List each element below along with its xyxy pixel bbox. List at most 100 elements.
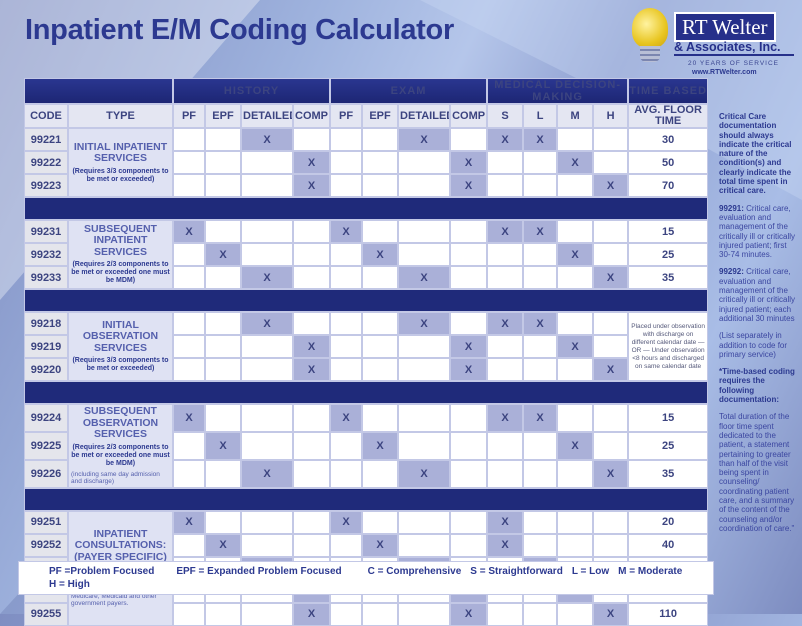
- empty-cell: [398, 404, 451, 432]
- legend-pf: PF =Problem Focused: [49, 566, 155, 577]
- empty-cell: [450, 533, 488, 557]
- empty-cell: [593, 151, 629, 174]
- x-mark-cell: X: [450, 358, 488, 381]
- header-history: HISTORY: [173, 78, 331, 104]
- company-logo: RT Welter & Associates, Inc. 20 YEARS OF…: [626, 6, 798, 76]
- table-row: 99220 X X X: [24, 358, 708, 381]
- empty-cell: [362, 128, 399, 151]
- x-mark-cell: X: [205, 243, 241, 266]
- empty-cell: [241, 358, 293, 381]
- type-requirement: (Requires 3/3 components to be met or ex…: [72, 167, 169, 183]
- empty-cell: [205, 459, 241, 488]
- time-based-text: Total duration of the floor time spent d…: [719, 412, 795, 533]
- empty-cell: [173, 533, 205, 557]
- empty-cell: [450, 431, 488, 460]
- column-header-detailed: DETAILED: [398, 104, 451, 128]
- header-blank: [24, 78, 173, 104]
- empty-cell: [593, 404, 629, 432]
- empty-cell: [398, 243, 451, 266]
- code-cell: 99220: [24, 358, 68, 381]
- type-title: INPATIENT CONSULTATIONS: (PAYER SPECIFIC…: [74, 527, 167, 563]
- x-mark-cell: X: [487, 128, 524, 151]
- code-cell: 99226: [24, 459, 68, 488]
- time-note-cell: Placed under observation with discharge …: [628, 312, 709, 381]
- empty-cell: [487, 174, 524, 197]
- empty-cell: [523, 243, 558, 266]
- x-mark-cell: X: [450, 602, 488, 626]
- logo-website: www.RTWelter.com: [692, 69, 757, 76]
- empty-cell: [241, 151, 293, 174]
- legend-m: M = Moderate: [618, 566, 683, 577]
- code-cell: 99251: [24, 510, 68, 534]
- separator-bar: [24, 381, 709, 404]
- table-row: 99218 INITIAL OBSERVATION SERVICES (Requir…: [24, 312, 709, 381]
- lightbulb-puzzle-icon: [632, 8, 668, 48]
- x-mark-cell: X: [523, 220, 558, 243]
- empty-cell: [293, 312, 331, 335]
- type-title: INITIAL INPATIENT SERVICES: [73, 140, 168, 164]
- empty-cell: [241, 404, 293, 432]
- x-mark-cell: X: [593, 459, 629, 488]
- x-mark-cell: X: [593, 174, 629, 197]
- x-mark-cell: X: [557, 151, 594, 174]
- empty-cell: [293, 533, 331, 557]
- empty-cell: [398, 174, 451, 197]
- avg-floor-time: 70: [628, 174, 709, 197]
- x-mark-cell: X: [450, 174, 488, 197]
- empty-cell: [330, 174, 363, 197]
- empty-cell: [593, 533, 629, 557]
- empty-cell: [241, 510, 293, 534]
- x-mark-cell: X: [557, 335, 594, 358]
- type-title: INITIAL OBSERVATION SERVICES: [82, 318, 159, 354]
- code-cell: 99219: [24, 335, 68, 358]
- empty-cell: [487, 459, 524, 488]
- column-header-row: CODE TYPE PF EPF DETAILED COMP PF EPF DETAILED CO…: [24, 104, 709, 128]
- empty-cell: [362, 404, 399, 432]
- critical-care-intro: Critical Care documentation should alway…: [719, 112, 792, 196]
- table-row: 99252 X X X 40: [24, 533, 709, 557]
- x-mark-cell: X: [173, 404, 205, 432]
- empty-cell: [398, 431, 451, 460]
- empty-cell: [241, 602, 293, 626]
- empty-cell: [557, 220, 594, 243]
- table-body: 99221 INITIAL INPATIENT SERVICES (Requires…: [24, 128, 709, 626]
- legend-epf: EPF = Expanded Problem Focused: [176, 566, 342, 577]
- empty-cell: [205, 151, 241, 174]
- code-cell: 99225: [24, 431, 68, 460]
- empty-cell: [241, 220, 293, 243]
- type-cell: INITIAL INPATIENT SERVICES (Requires 3/3 …: [68, 128, 173, 197]
- empty-cell: [205, 602, 241, 626]
- empty-cell: [557, 312, 594, 335]
- x-mark-cell: X: [593, 602, 629, 626]
- empty-cell: [173, 358, 205, 381]
- avg-floor-time: 30: [628, 128, 709, 151]
- empty-cell: [330, 151, 363, 174]
- table-row: 99226 X X X 35: [24, 459, 709, 488]
- logo-name: RT Welter: [674, 12, 776, 42]
- empty-cell: [398, 358, 451, 381]
- empty-cell: [362, 335, 399, 358]
- x-mark-cell: X: [487, 533, 524, 557]
- x-mark-cell: X: [362, 533, 399, 557]
- empty-cell: [557, 602, 594, 626]
- avg-floor-time: 25: [628, 243, 709, 266]
- empty-cell: [362, 174, 399, 197]
- empty-cell: [330, 243, 363, 266]
- type-cell: INITIAL OBSERVATION SERVICES (Requires 3/…: [68, 312, 173, 381]
- empty-cell: [362, 602, 399, 626]
- x-mark-cell: X: [593, 358, 629, 381]
- empty-cell: [523, 510, 558, 534]
- empty-cell: [362, 312, 399, 335]
- empty-cell: [557, 459, 594, 488]
- table-row: 99231 SUBSEQUENT INPATIENT SERVICES (Requi…: [24, 220, 709, 289]
- header-mdm: MEDICAL DECISION-MAKING: [487, 78, 629, 104]
- code-99292: 99292:: [719, 267, 744, 277]
- table-row: 99233 X X X 35: [24, 266, 709, 289]
- code-cell: 99232: [24, 243, 68, 266]
- legend-l: L = Low: [571, 566, 610, 577]
- empty-cell: [398, 533, 451, 557]
- type-cell: SUBSEQUENT INPATIENT SERVICES (Requires 2…: [68, 220, 173, 289]
- code-99292-text: Critical care, evaluation and management…: [719, 267, 796, 323]
- logo-subtitle: & Associates, Inc.: [674, 40, 794, 56]
- empty-cell: [241, 243, 293, 266]
